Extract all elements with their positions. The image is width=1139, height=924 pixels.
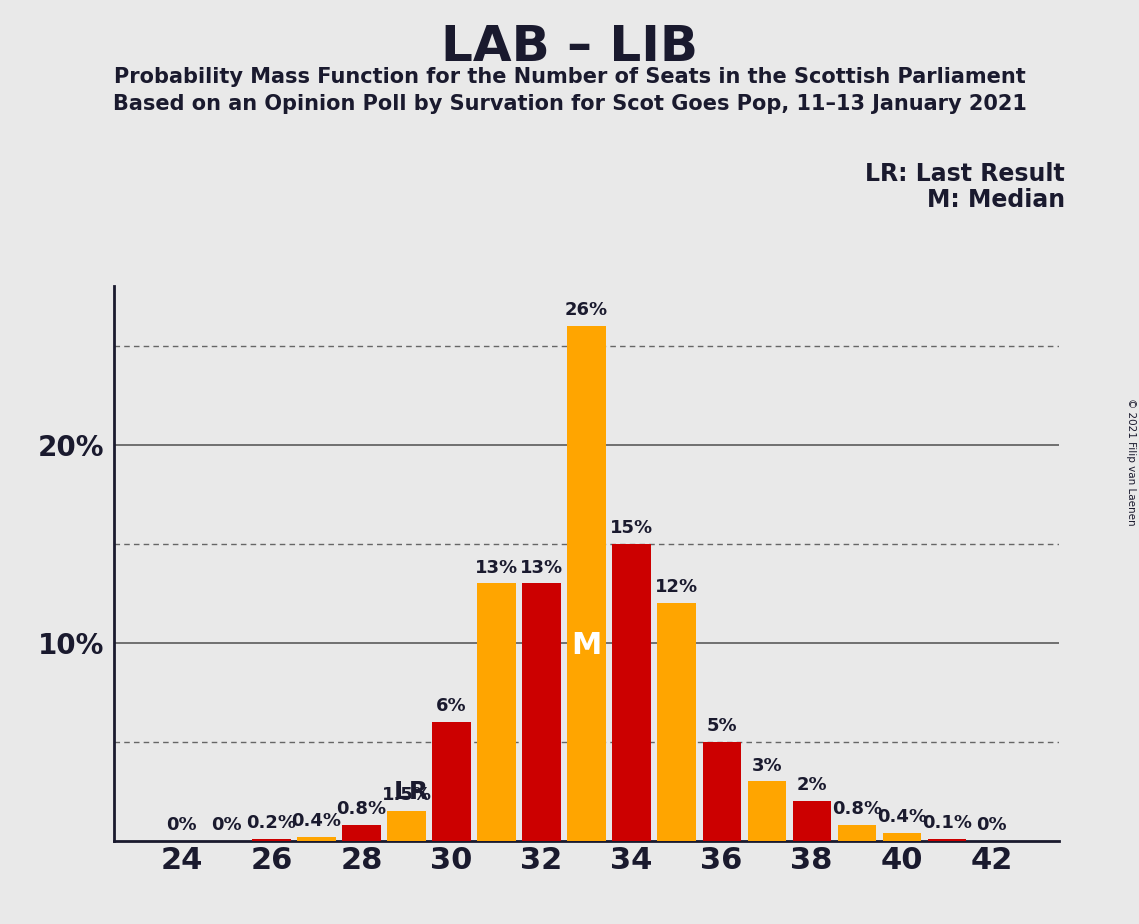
Text: 0%: 0% [166, 816, 197, 833]
Bar [567, 326, 606, 841]
Text: 0%: 0% [211, 816, 241, 833]
Bar [433, 722, 470, 841]
Bar [477, 583, 516, 841]
Bar [747, 782, 786, 841]
Text: © 2021 Filip van Laenen: © 2021 Filip van Laenen [1126, 398, 1136, 526]
Bar [297, 837, 336, 841]
Text: LR: Last Result: LR: Last Result [866, 162, 1065, 186]
Text: 13%: 13% [521, 558, 563, 577]
Bar [657, 603, 696, 841]
Bar [343, 825, 380, 841]
Text: 0.8%: 0.8% [336, 800, 386, 818]
Text: LR: LR [394, 780, 429, 804]
Text: 0.1%: 0.1% [921, 814, 972, 832]
Bar [387, 811, 426, 841]
Text: 3%: 3% [752, 757, 782, 774]
Bar [927, 839, 966, 841]
Text: 0.2%: 0.2% [246, 814, 296, 832]
Text: 12%: 12% [655, 578, 698, 596]
Text: 15%: 15% [611, 519, 653, 537]
Text: Probability Mass Function for the Number of Seats in the Scottish Parliament: Probability Mass Function for the Number… [114, 67, 1025, 87]
Text: 0.4%: 0.4% [292, 812, 342, 830]
Text: 26%: 26% [565, 301, 608, 319]
Bar [613, 544, 650, 841]
Bar [703, 742, 740, 841]
Text: 13%: 13% [475, 558, 518, 577]
Text: 5%: 5% [706, 717, 737, 735]
Text: LAB – LIB: LAB – LIB [441, 23, 698, 71]
Text: 0%: 0% [976, 816, 1007, 833]
Text: Based on an Opinion Poll by Survation for Scot Goes Pop, 11–13 January 2021: Based on an Opinion Poll by Survation fo… [113, 94, 1026, 115]
Text: 0.8%: 0.8% [831, 800, 882, 818]
Text: 2%: 2% [796, 776, 827, 795]
Bar [793, 801, 830, 841]
Text: M: M [572, 631, 601, 660]
Bar [837, 825, 876, 841]
Text: 0.4%: 0.4% [877, 808, 927, 826]
Bar [883, 833, 920, 841]
Text: M: Median: M: Median [927, 188, 1065, 212]
Bar [253, 839, 290, 841]
Bar [523, 583, 560, 841]
Text: 1.5%: 1.5% [382, 786, 432, 804]
Text: 6%: 6% [436, 697, 467, 715]
